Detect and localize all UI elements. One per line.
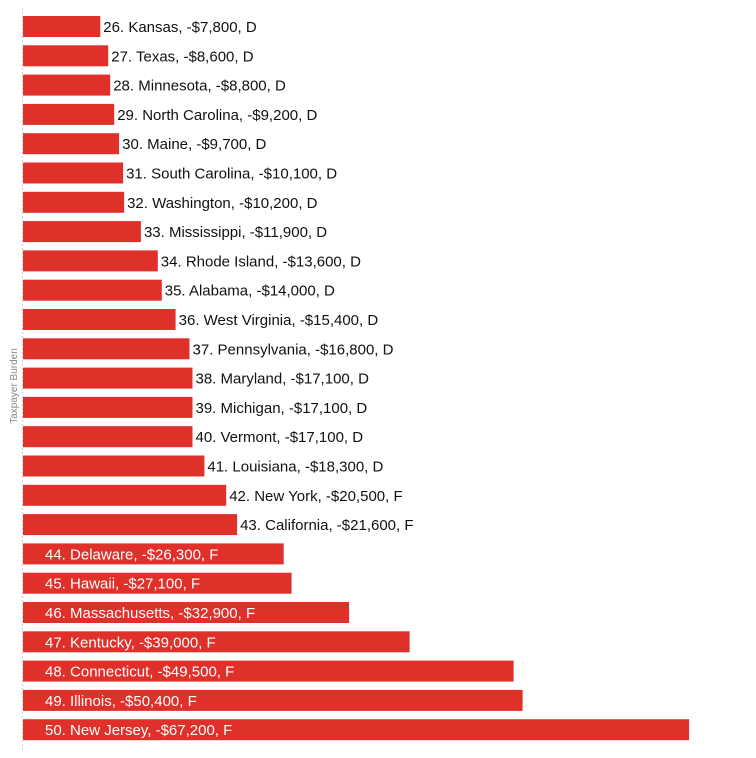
- bar-label-california: 43. California, -$21,600, F: [240, 517, 413, 534]
- bar-mississippi: [23, 221, 141, 243]
- bar-label-connecticut: 48. Connecticut, -$49,500, F: [45, 664, 234, 681]
- bar-label-louisiana: 41. Louisiana, -$18,300, D: [207, 459, 383, 476]
- bar-california: [23, 514, 238, 536]
- bar-label-illinois: 49. Illinois, -$50,400, F: [45, 693, 197, 710]
- bar-michigan: [23, 396, 193, 418]
- bar-connecticut: [23, 660, 514, 682]
- bar-west-virginia: [23, 309, 176, 330]
- bar-label-south-carolina: 31. South Carolina, -$10,100, D: [126, 166, 337, 183]
- bar-labels-group: 26. Kansas, -$7,800, D 27. Texas, -$8,600…: [45, 19, 414, 739]
- y-axis-title: Taxpayer Burden: [9, 348, 20, 424]
- bar-label-vermont: 40. Vermont, -$17,100, D: [195, 429, 363, 446]
- bar-washington: [23, 191, 125, 213]
- bar-label-massachusetts: 46. Massachusetts, -$32,900, F: [45, 605, 255, 622]
- bar-illinois: [23, 689, 523, 711]
- bar-kentucky: [23, 631, 410, 653]
- bar-label-kansas: 26. Kansas, -$7,800, D: [103, 19, 257, 36]
- bar-maryland: [23, 367, 193, 389]
- bar-label-hawaii: 45. Hawaii, -$27,100, F: [45, 576, 200, 593]
- bar-label-pennsylvania: 37. Pennsylvania, -$16,800, D: [193, 341, 394, 358]
- bar-alabama: [23, 279, 162, 301]
- bar-maine: [23, 133, 120, 155]
- bar-label-washington: 32. Washington, -$10,200, D: [127, 195, 318, 212]
- bar-label-new-jersey: 50. New Jersey, -$67,200, F: [45, 722, 232, 739]
- bar-label-minnesota: 28. Minnesota, -$8,800, D: [113, 78, 286, 95]
- bars-group: [23, 16, 690, 741]
- bar-label-delaware: 44. Delaware, -$26,300, F: [45, 546, 218, 563]
- bar-label-michigan: 39. Michigan, -$17,100, D: [195, 400, 367, 417]
- bar-label-texas: 27. Texas, -$8,600, D: [111, 48, 253, 65]
- bar-south-carolina: [23, 162, 124, 184]
- bar-hawaii: [23, 572, 292, 594]
- bar-label-maine: 30. Maine, -$9,700, D: [122, 136, 266, 153]
- bar-delaware: [23, 543, 284, 565]
- bar-label-rhode-island: 34. Rhode Island, -$13,600, D: [161, 253, 361, 270]
- bar-kansas: [23, 16, 101, 37]
- bar-label-new-york: 42. New York, -$20,500, F: [229, 488, 402, 505]
- bar-north-carolina: [23, 103, 115, 125]
- bar-new-jersey: [23, 719, 690, 741]
- bar-rhode-island: [23, 250, 158, 272]
- bar-new-york: [23, 484, 227, 506]
- bar-label-north-carolina: 29. North Carolina, -$9,200, D: [117, 107, 317, 124]
- bar-label-alabama: 35. Alabama, -$14,000, D: [165, 283, 335, 300]
- bar-massachusetts: [23, 602, 350, 623]
- bar-pennsylvania: [23, 338, 190, 360]
- bar-label-maryland: 38. Maryland, -$17,100, D: [195, 371, 369, 388]
- bar-label-west-virginia: 36. West Virginia, -$15,400, D: [179, 312, 379, 329]
- bar-texas: [23, 45, 109, 67]
- bar-vermont: [23, 426, 193, 448]
- bar-label-kentucky: 47. Kentucky, -$39,000, F: [45, 634, 216, 651]
- bar-minnesota: [23, 74, 111, 96]
- bar-label-mississippi: 33. Mississippi, -$11,900, D: [144, 224, 327, 241]
- bar-louisiana: [23, 455, 205, 477]
